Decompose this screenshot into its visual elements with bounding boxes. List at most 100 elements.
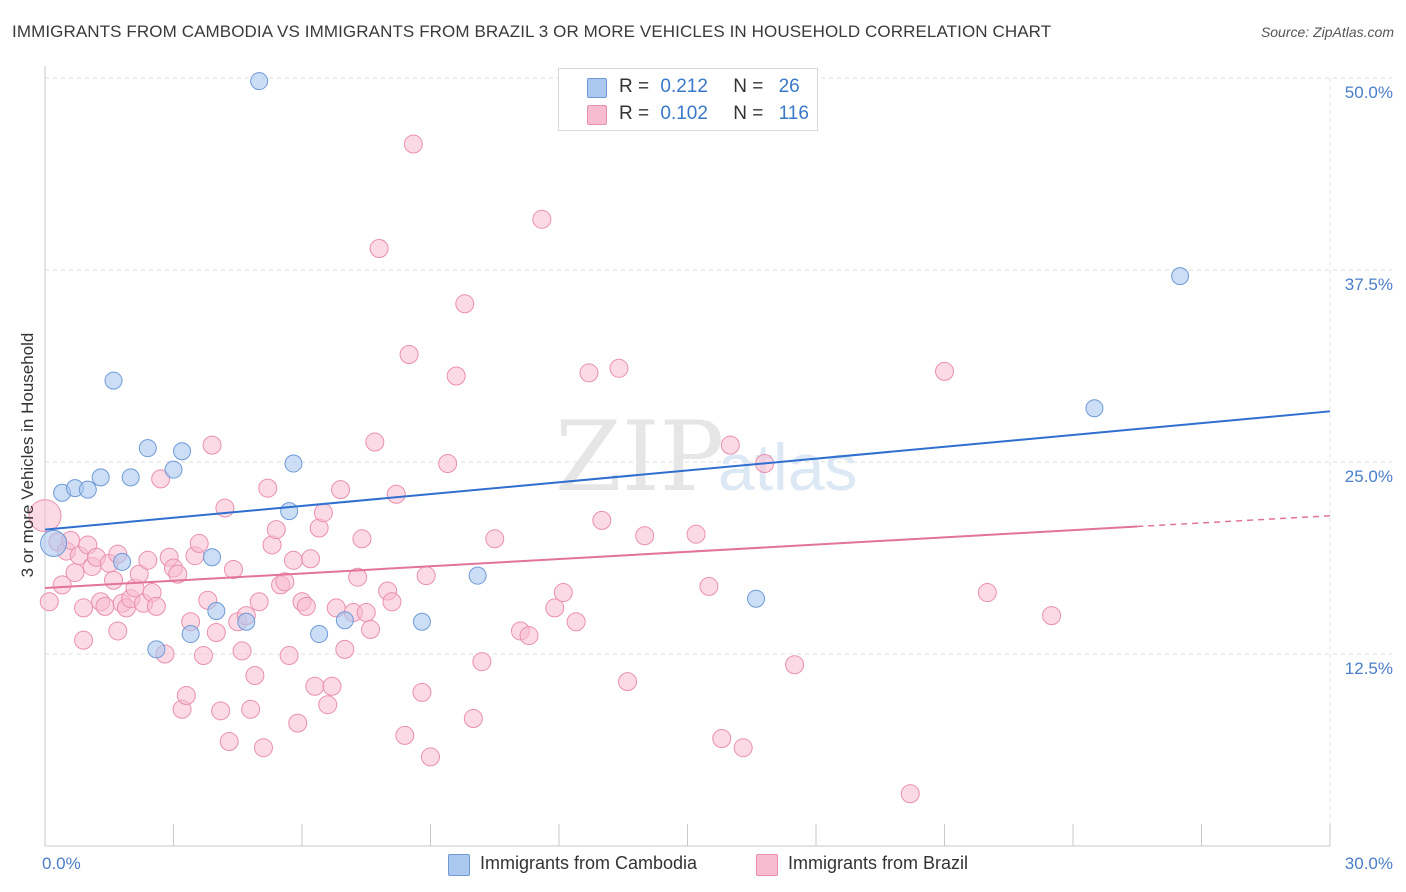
source-label: Source: ZipAtlas.com — [1260, 24, 1394, 40]
correlation-legend: R = 0.212 N = 26 R = 0.102 N = 116 — [558, 68, 818, 131]
brazil-point — [104, 570, 124, 590]
brazil-point — [532, 209, 552, 229]
cambodia-point — [138, 439, 157, 458]
brazil-point — [108, 621, 128, 641]
brazil-point — [253, 738, 273, 758]
brazil-point — [352, 529, 372, 549]
cambodia-point — [173, 442, 192, 461]
cambodia-point — [203, 548, 222, 567]
brazil-point — [712, 728, 732, 748]
brazil-point — [206, 622, 226, 642]
brazil-point — [618, 672, 638, 692]
tick-labels: 12.5% 25.0% 37.5% 50.0% 0.0% 30.0% — [42, 83, 1393, 873]
cambodia-point — [91, 468, 110, 487]
cambodia-points — [40, 72, 1190, 659]
brazil-point — [176, 685, 196, 705]
x-tick-label: 0.0% — [42, 854, 81, 873]
brazil-point — [395, 725, 415, 745]
brazil-point — [318, 695, 338, 715]
brazil-point — [935, 361, 954, 381]
brazil-point — [74, 630, 94, 650]
brazil-point — [592, 510, 612, 530]
legend-text-brazil: R = 0.102 N = 116 — [619, 103, 809, 125]
brazil-point — [421, 747, 440, 767]
brazil-point — [245, 666, 265, 686]
cambodia-trend-line — [44, 410, 1331, 531]
y-tick-label: 50.0% — [1345, 83, 1393, 102]
cambodia-point — [284, 454, 303, 473]
bottom-legend-swatch-cambodia — [448, 854, 470, 876]
brazil-point — [1042, 606, 1062, 626]
brazil-point — [785, 655, 805, 675]
brazil-point — [151, 469, 171, 489]
brazil-points — [28, 134, 1062, 804]
cambodia-point — [113, 552, 132, 571]
brazil-point — [331, 480, 351, 500]
cambodia-point — [40, 529, 68, 557]
cambodia-point — [147, 640, 166, 659]
brazil-point — [283, 550, 303, 570]
brazil-point — [720, 435, 740, 455]
brazil-point — [95, 596, 115, 616]
cambodia-point — [121, 468, 140, 487]
brazil-point — [335, 639, 355, 659]
brazil-point — [446, 366, 466, 386]
brazil-point — [579, 363, 599, 383]
cambodia-point — [280, 502, 299, 521]
brazil-point — [412, 682, 432, 702]
brazil-point — [463, 709, 483, 729]
cambodia-point — [181, 625, 200, 644]
brazil-point — [266, 520, 286, 540]
legend-r-value: 0.102 — [660, 103, 708, 124]
cambodia-point — [164, 460, 183, 479]
brazil-point — [455, 294, 475, 314]
brazil-point — [386, 484, 406, 504]
legend-n-value: 116 — [778, 103, 809, 124]
brazil-point — [28, 499, 62, 533]
cambodia-point — [310, 625, 329, 644]
brazil-point — [258, 478, 278, 498]
y-tick-label: 37.5% — [1345, 275, 1393, 294]
brazil-point — [361, 619, 381, 639]
legend-n-label: N = — [733, 76, 764, 97]
brazil-point — [472, 652, 492, 672]
brazil-point — [193, 646, 213, 666]
brazil-point — [301, 549, 321, 569]
bottom-legend-label-cambodia: Immigrants from Cambodia — [480, 853, 698, 873]
brazil-point — [438, 454, 458, 474]
y-axis-label: 3 or more Vehicles in Household — [18, 332, 37, 578]
legend-swatch-brazil — [587, 105, 607, 125]
brazil-point — [977, 583, 997, 603]
brazil-point — [305, 676, 325, 696]
y-tick-label: 25.0% — [1345, 467, 1393, 486]
cambodia-point — [468, 566, 487, 585]
brazil-point — [296, 596, 316, 616]
brazil-point — [553, 583, 573, 603]
cambodia-point — [78, 480, 97, 499]
brazil-point — [249, 592, 269, 612]
brazil-point — [52, 575, 72, 595]
brazil-point — [202, 435, 222, 455]
brazil-point — [399, 344, 419, 364]
y-tick-label: 12.5% — [1345, 659, 1393, 678]
brazil-point — [275, 572, 295, 592]
brazil-point — [189, 533, 209, 553]
cambodia-point — [237, 612, 256, 631]
trend-lines — [44, 410, 1331, 589]
brazil-point — [900, 784, 920, 804]
gridlines — [45, 77, 1392, 846]
brazil-point — [241, 699, 261, 719]
watermark: ZIP atlas — [555, 401, 857, 513]
brazil-point — [545, 598, 565, 618]
axes — [44, 66, 1331, 847]
cambodia-point — [747, 589, 766, 608]
brazil-point — [279, 646, 299, 666]
brazil-point — [369, 238, 389, 258]
brazil-trend-line — [44, 525, 1138, 589]
brazil-point — [416, 566, 436, 586]
bottom-legend-label-brazil: Immigrants from Brazil — [788, 853, 969, 873]
brazil-point — [138, 550, 158, 570]
brazil-point — [39, 592, 59, 612]
brazil-point — [365, 432, 385, 452]
